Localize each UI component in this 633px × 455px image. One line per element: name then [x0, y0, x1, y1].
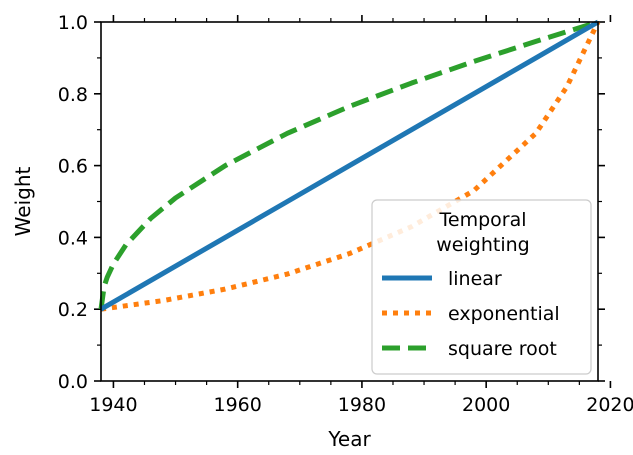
x-tick-label: 2000 [462, 394, 510, 416]
series-line-linear [99, 19, 600, 312]
y-tick-label: 0.4 [58, 227, 88, 249]
x-tick-label: 2020 [586, 394, 633, 416]
x-tick-label: 1940 [89, 394, 137, 416]
legend-box [371, 199, 592, 375]
y-tick-label: 1.0 [58, 12, 88, 34]
legend-label: linear [448, 268, 502, 290]
axes: 1940 1960 1980 2000 2020 0.0 0.2 0.4 0.6 0.8 1.0 [58, 12, 633, 416]
y-tick-label: 0.6 [58, 156, 88, 178]
legend-title: Temporal [439, 209, 527, 231]
plot-frame [100, 21, 599, 382]
y-tick-label: 0.8 [58, 84, 88, 106]
y-tick-label: 0.0 [58, 371, 88, 393]
legend-label: exponential [448, 303, 560, 325]
y-axis-label: Weight [11, 167, 35, 237]
x-tick-label: 1980 [338, 394, 386, 416]
legend-title: weighting [436, 234, 529, 256]
x-axis-label: Year [327, 427, 371, 451]
legend-label: square root [448, 338, 557, 360]
y-tick-label: 0.2 [58, 299, 88, 321]
series-line-square-root [98, 19, 599, 310]
legend: Temporal weighting linear exponential square… [371, 199, 592, 375]
x-tick-label: 1960 [213, 394, 261, 416]
